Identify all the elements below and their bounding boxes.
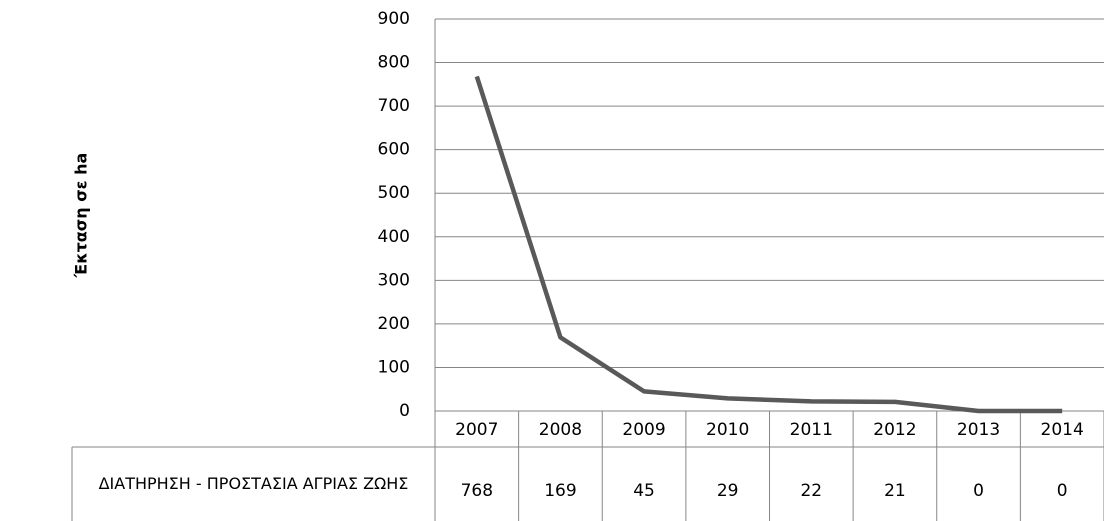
y-tick-label: 700 bbox=[378, 96, 410, 116]
x-tick-label: 2014 bbox=[1041, 420, 1084, 440]
x-tick-label: 2012 bbox=[873, 420, 916, 440]
data-table-value: 45 bbox=[633, 481, 655, 501]
y-tick-label: 900 bbox=[378, 9, 410, 29]
data-table-value: 0 bbox=[973, 481, 984, 501]
x-tick-label: 2011 bbox=[790, 420, 833, 440]
data-table-value: 22 bbox=[800, 481, 822, 501]
y-tick-label: 200 bbox=[378, 314, 410, 334]
y-tick-label: 500 bbox=[378, 183, 410, 203]
x-tick-label: 2010 bbox=[706, 420, 749, 440]
data-table-value: 169 bbox=[544, 481, 576, 501]
data-table-value: 0 bbox=[1057, 481, 1068, 501]
x-tick-label: 2009 bbox=[622, 420, 665, 440]
line-series bbox=[474, 75, 1063, 414]
legend-entry: ΔΙΑΤΗΡΗΣΗ - ΠΡΟΣΤΑΣΙΑ ΑΓΡΙΑΣ ΖΩΗΣ bbox=[98, 474, 409, 493]
y-axis-title: Έκταση σε ha bbox=[72, 153, 91, 279]
x-tick-label: 2008 bbox=[539, 420, 582, 440]
y-tick-label: 300 bbox=[378, 270, 410, 290]
data-table-value: 29 bbox=[717, 481, 739, 501]
data-table-value: 21 bbox=[884, 481, 906, 501]
y-tick-label: 600 bbox=[378, 140, 410, 160]
y-tick-label: 100 bbox=[378, 357, 410, 377]
y-tick-label: 800 bbox=[378, 53, 410, 73]
x-tick-label: 2013 bbox=[957, 420, 1000, 440]
x-tick-label: 2007 bbox=[455, 420, 498, 440]
y-tick-label: 0 bbox=[399, 401, 410, 421]
data-table-value: 768 bbox=[461, 481, 493, 501]
y-tick-label: 400 bbox=[378, 227, 410, 247]
